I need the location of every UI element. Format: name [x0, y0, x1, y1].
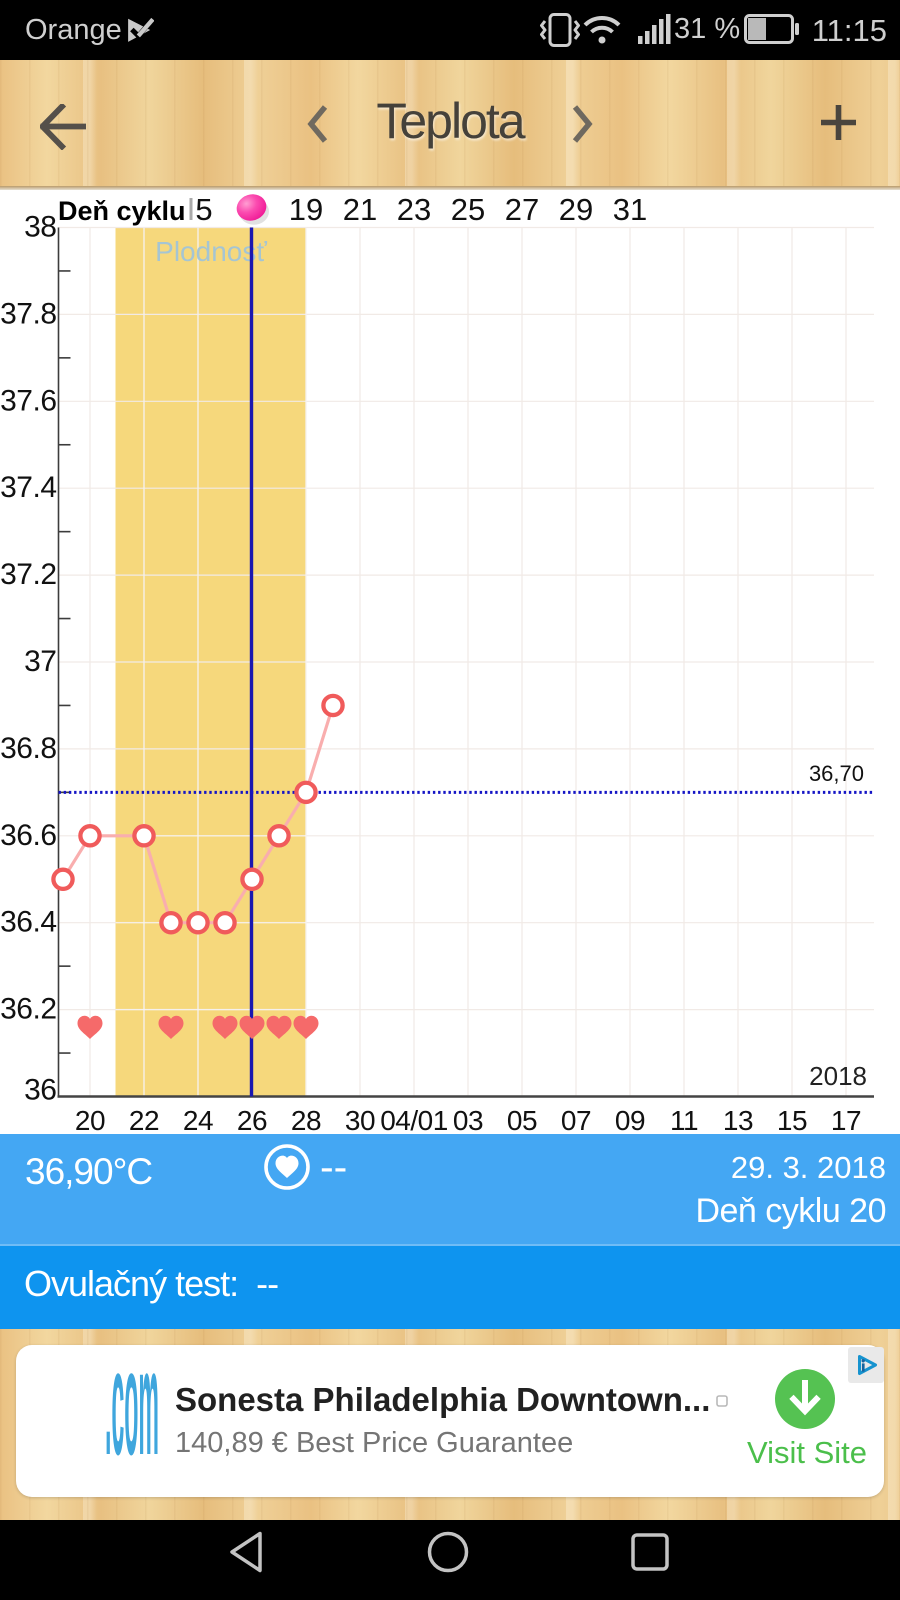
svg-text:21: 21 [343, 192, 377, 227]
svg-text:25: 25 [451, 192, 485, 227]
svg-text:31: 31 [613, 192, 647, 227]
svg-text:17: 17 [831, 1105, 861, 1134]
svg-text:2018: 2018 [809, 1061, 867, 1091]
svg-text:04/01: 04/01 [380, 1105, 448, 1134]
svg-text:03: 03 [453, 1105, 483, 1134]
svg-text:36.4: 36.4 [0, 906, 56, 939]
svg-text:37.2: 37.2 [0, 558, 56, 591]
svg-text:24: 24 [183, 1105, 213, 1134]
svg-text:15: 15 [777, 1105, 807, 1134]
svg-text:36,70: 36,70 [809, 761, 864, 786]
svg-text:09: 09 [615, 1105, 645, 1134]
svg-text:29: 29 [559, 192, 593, 227]
svg-text:19: 19 [289, 192, 323, 227]
svg-text:37.6: 37.6 [0, 384, 56, 417]
svg-text:36.8: 36.8 [0, 732, 56, 765]
svg-text:20: 20 [75, 1105, 105, 1134]
svg-text:36.6: 36.6 [0, 819, 56, 852]
svg-text:27: 27 [505, 192, 539, 227]
svg-text:38: 38 [24, 211, 56, 244]
svg-text:05: 05 [507, 1105, 537, 1134]
svg-text:37.8: 37.8 [0, 297, 56, 330]
svg-text:13: 13 [723, 1105, 753, 1134]
svg-text:11: 11 [670, 1105, 698, 1134]
svg-text:22: 22 [129, 1105, 159, 1134]
svg-text:36.2: 36.2 [0, 993, 56, 1026]
svg-text:Plodnosť: Plodnosť [155, 236, 267, 267]
svg-text:28: 28 [291, 1105, 321, 1134]
svg-text:30: 30 [345, 1105, 375, 1134]
svg-text:36: 36 [24, 1074, 56, 1107]
svg-text:23: 23 [397, 192, 431, 227]
svg-text:37: 37 [24, 645, 56, 678]
svg-text:26: 26 [237, 1105, 267, 1134]
svg-text:37.4: 37.4 [0, 471, 56, 504]
svg-text:07: 07 [561, 1105, 591, 1134]
svg-text:5: 5 [195, 192, 212, 227]
svg-text:Deň cyklu: Deň cyklu [58, 196, 186, 226]
